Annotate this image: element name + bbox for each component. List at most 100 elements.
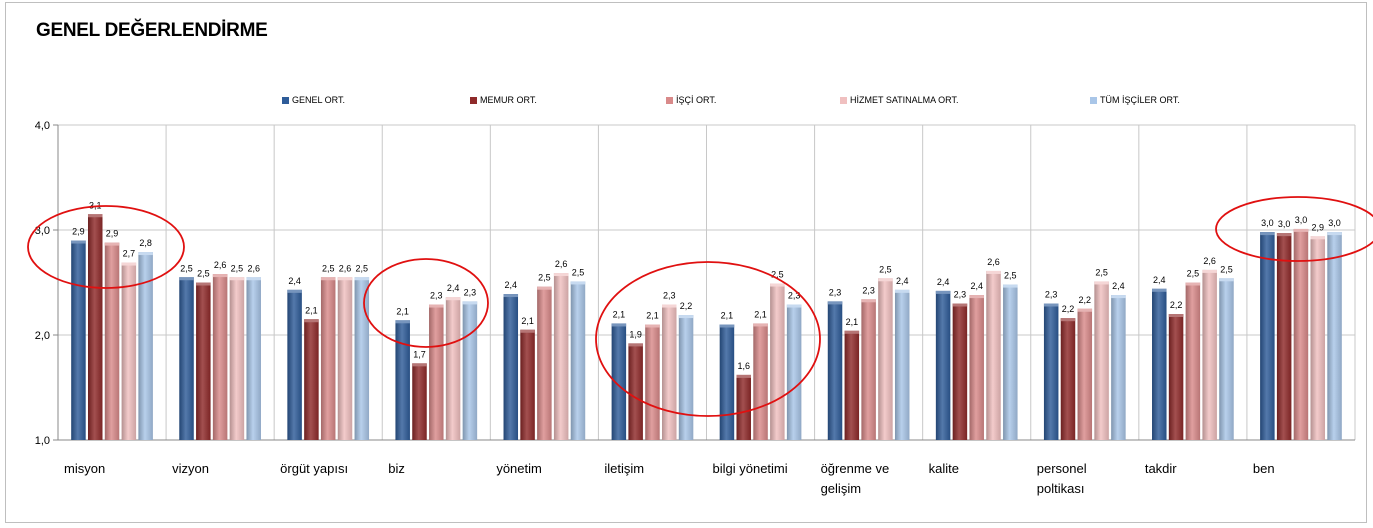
bar-top <box>770 283 785 287</box>
bar-top <box>1202 269 1217 273</box>
data-label: 2,5 <box>197 269 210 279</box>
data-label: 2,4 <box>937 277 950 287</box>
category-label: örgüt yapısı <box>280 461 348 476</box>
data-label: 2,3 <box>788 291 801 301</box>
bar <box>861 299 876 440</box>
data-label: 2,4 <box>1153 275 1166 285</box>
data-label: 2,1 <box>396 306 409 316</box>
data-label: 2,2 <box>680 301 693 311</box>
bar-top <box>1111 295 1126 299</box>
data-label: 2,4 <box>505 280 518 290</box>
bar-top <box>287 289 302 293</box>
legend-item: TÜM İŞÇİLER ORT. <box>1090 95 1180 105</box>
bar-top <box>320 277 336 281</box>
highlight-ellipse <box>27 205 185 289</box>
bar-top <box>104 242 120 246</box>
bar <box>770 283 785 440</box>
data-label: 2,6 <box>1203 256 1216 266</box>
bar-top <box>196 282 211 286</box>
bar-top <box>395 320 410 324</box>
category-label: misyon <box>64 461 105 476</box>
data-label: 2,2 <box>1062 304 1075 314</box>
bar-top <box>71 240 86 244</box>
bar-top <box>304 319 319 323</box>
bar-top <box>87 214 103 218</box>
bar-top <box>1094 281 1109 285</box>
bar-top <box>878 278 893 282</box>
bar-top <box>844 330 860 334</box>
bar-top <box>570 281 586 285</box>
data-label: 2,6 <box>339 263 352 273</box>
bar <box>87 214 103 440</box>
bar <box>969 295 984 440</box>
bar <box>412 363 427 440</box>
bar <box>354 277 370 440</box>
bar <box>1185 282 1201 440</box>
bar <box>719 324 735 440</box>
bar-top <box>611 323 627 327</box>
data-label: 2,1 <box>613 309 626 319</box>
y-tick-label: 4,0 <box>35 120 50 132</box>
bar <box>395 320 410 440</box>
bar <box>1003 284 1018 440</box>
bar <box>1094 281 1109 440</box>
category-label: vizyon <box>172 461 209 476</box>
y-tick-label: 3,0 <box>35 225 50 237</box>
bar-top <box>503 294 519 298</box>
bar-top <box>969 295 984 299</box>
data-label: 2,4 <box>896 276 909 286</box>
bar <box>662 304 677 440</box>
bar <box>445 297 461 440</box>
bar-top <box>628 343 643 347</box>
data-label: 1,9 <box>629 329 642 339</box>
data-label: 2,5 <box>1095 267 1108 277</box>
data-label: 2,1 <box>305 305 318 315</box>
category-label: öğrenme ve <box>821 461 890 476</box>
bar <box>553 273 569 440</box>
category-label: bilgi yönetimi <box>713 461 788 476</box>
bar <box>844 330 860 440</box>
bar <box>986 270 1001 440</box>
data-label: 2,8 <box>139 238 152 248</box>
bar-top <box>678 315 694 319</box>
data-label: 2,2 <box>1170 300 1183 310</box>
bar <box>952 303 968 440</box>
bar <box>628 343 643 440</box>
category-label: ben <box>1253 461 1275 476</box>
bar <box>337 277 353 440</box>
category-label: kalite <box>929 461 959 476</box>
bar-top <box>1276 233 1292 237</box>
data-label: 3,0 <box>1295 215 1308 225</box>
legend-swatch <box>1090 97 1097 104</box>
y-tick-label: 2,0 <box>35 330 50 342</box>
data-label: 2,5 <box>771 270 784 280</box>
bar <box>429 304 444 440</box>
data-label: 2,4 <box>1112 281 1125 291</box>
category-label: biz <box>388 461 405 476</box>
bar <box>1327 232 1342 440</box>
data-label: 3,1 <box>89 200 102 210</box>
legend-swatch <box>840 97 847 104</box>
bar <box>786 304 802 440</box>
category-label: gelişim <box>821 481 861 496</box>
data-label: 3,0 <box>1328 218 1341 228</box>
bar-top <box>138 252 153 256</box>
bar <box>71 240 86 440</box>
data-label: 3,0 <box>1278 219 1291 229</box>
bar-top <box>354 277 370 281</box>
data-label: 2,5 <box>1220 264 1233 274</box>
data-label: 2,1 <box>646 311 659 321</box>
data-label: 2,9 <box>106 229 119 239</box>
data-label: 1,7 <box>413 349 426 359</box>
bar-top <box>736 374 751 378</box>
bar-top <box>412 363 427 367</box>
bar-top <box>935 290 951 294</box>
y-tick-label: 1,0 <box>35 435 50 447</box>
data-label: 2,5 <box>322 263 335 273</box>
data-label: 2,6 <box>214 260 227 270</box>
bar-top <box>553 273 569 277</box>
chart-title: GENEL DEĞERLENDİRME <box>36 20 268 41</box>
data-label: 2,9 <box>72 227 85 237</box>
data-label: 3,0 <box>1261 218 1274 228</box>
